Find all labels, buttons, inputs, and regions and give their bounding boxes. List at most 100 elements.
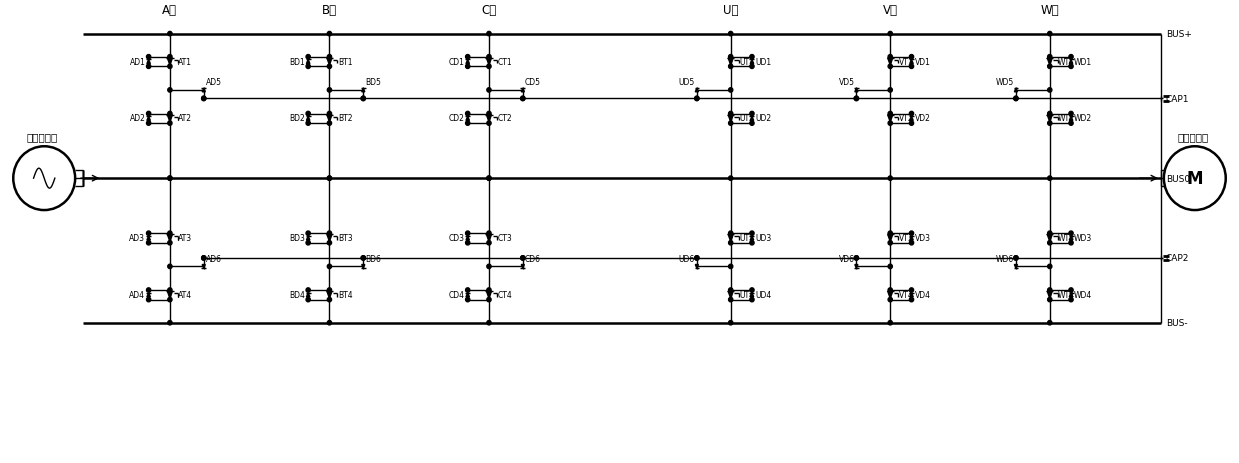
Polygon shape [167,115,172,123]
Circle shape [167,232,172,236]
Circle shape [1014,97,1018,101]
Polygon shape [466,237,470,241]
Circle shape [1048,112,1052,117]
Polygon shape [487,115,492,123]
Circle shape [306,65,310,69]
Circle shape [202,256,206,261]
Circle shape [146,288,151,293]
Text: CT1: CT1 [497,57,512,66]
Circle shape [167,88,172,93]
Text: BUS-: BUS- [1166,319,1187,327]
Circle shape [1048,65,1052,69]
Polygon shape [167,59,172,66]
Circle shape [729,32,732,37]
Text: AT4: AT4 [178,290,192,299]
Polygon shape [466,117,470,121]
Polygon shape [887,115,893,123]
Polygon shape [327,59,332,66]
Polygon shape [1047,115,1052,123]
Polygon shape [1047,59,1052,66]
Text: BT1: BT1 [338,57,352,66]
Text: AT2: AT2 [178,114,192,123]
Text: CD3: CD3 [449,233,465,243]
Circle shape [1069,288,1073,293]
Text: 电流正方向: 电流正方向 [27,132,58,142]
Circle shape [1048,176,1052,181]
Circle shape [167,241,172,245]
Circle shape [1069,112,1073,117]
Polygon shape [327,235,332,242]
Text: BT4: BT4 [338,290,352,299]
Text: AT3: AT3 [178,233,192,243]
Text: 电流正方向: 电流正方向 [1177,132,1208,142]
Circle shape [306,232,310,236]
Polygon shape [1069,60,1073,64]
Polygon shape [909,117,913,121]
Text: AT1: AT1 [178,57,192,66]
Circle shape [729,321,732,325]
Text: VT4: VT4 [898,290,913,299]
Text: BT3: BT3 [338,233,352,243]
Text: AD3: AD3 [129,233,145,243]
Text: WT1: WT1 [1058,57,1075,66]
Circle shape [487,176,491,181]
Circle shape [1069,56,1073,60]
Circle shape [909,122,913,126]
Text: BD6: BD6 [366,254,382,263]
Circle shape [729,122,732,126]
Polygon shape [147,60,150,64]
Text: WD3: WD3 [1074,233,1093,243]
Circle shape [854,97,859,101]
Text: VD1: VD1 [914,57,930,66]
Circle shape [750,298,755,302]
Circle shape [327,88,332,93]
Text: CT2: CT2 [497,114,512,123]
Polygon shape [909,237,913,241]
Circle shape [466,112,470,117]
Circle shape [202,97,206,101]
Circle shape [146,65,151,69]
Text: AD5: AD5 [206,78,222,87]
Polygon shape [1047,235,1052,242]
Text: WD2: WD2 [1074,114,1093,123]
Circle shape [361,256,366,261]
Polygon shape [855,265,857,269]
Text: CD4: CD4 [449,290,465,299]
Circle shape [750,122,755,126]
Text: WD6: WD6 [996,254,1014,263]
Circle shape [909,65,913,69]
Circle shape [888,298,892,302]
Text: UD4: UD4 [755,290,772,299]
Circle shape [1069,298,1073,302]
Polygon shape [147,293,150,297]
Circle shape [888,241,892,245]
Circle shape [888,176,892,181]
Polygon shape [887,59,893,66]
Circle shape [1048,298,1052,302]
Circle shape [695,97,699,101]
Polygon shape [306,60,310,64]
Text: A相: A相 [162,4,177,17]
Text: VT3: VT3 [898,233,913,243]
Polygon shape [147,237,150,241]
Circle shape [729,112,732,117]
Circle shape [1048,265,1052,269]
Circle shape [146,298,151,302]
Circle shape [888,56,892,60]
Circle shape [1048,122,1052,126]
Polygon shape [147,117,150,121]
Text: BD3: BD3 [289,233,305,243]
Circle shape [327,176,332,181]
Polygon shape [729,235,733,242]
Polygon shape [909,293,913,297]
Circle shape [1048,321,1052,325]
Text: C相: C相 [481,4,497,17]
Circle shape [487,112,491,117]
Text: UT1: UT1 [738,57,753,66]
Polygon shape [887,292,893,299]
Polygon shape [362,89,364,93]
Circle shape [466,56,470,60]
Circle shape [909,56,913,60]
Text: VD2: VD2 [914,114,930,123]
Polygon shape [1047,292,1052,299]
